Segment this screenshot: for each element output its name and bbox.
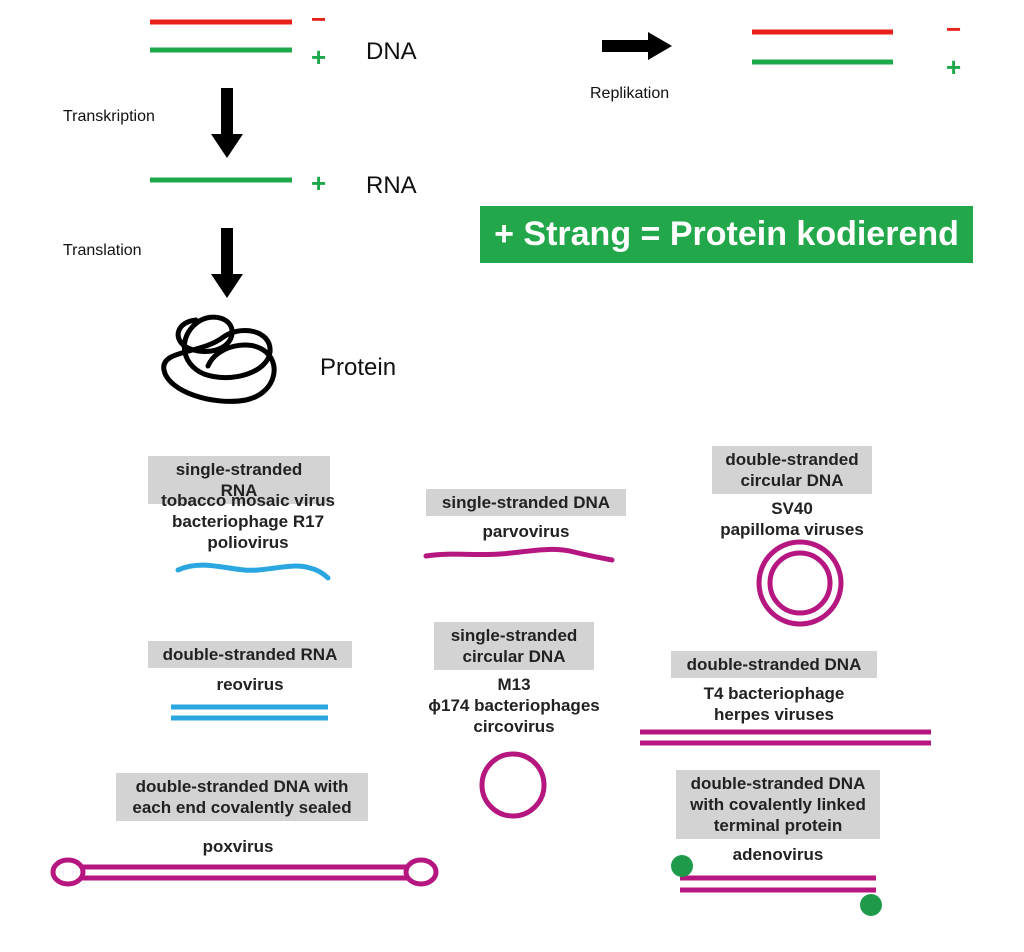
- ss-rna-examples: tobacco mosaic virus bacteriophage R17 p…: [161, 491, 335, 552]
- replication-arrow: [602, 32, 672, 60]
- protein-label: Protein: [320, 354, 397, 381]
- ds-dna-title: double-stranded DNA: [671, 651, 877, 678]
- ss-rna-strand: [175, 562, 331, 581]
- ds-rna-strands: [171, 704, 328, 721]
- ds-dna-examples: T4 bacteriophage herpes viruses: [703, 684, 845, 724]
- ds-dna-sealed-title: double-stranded DNA with each end covale…: [116, 773, 368, 821]
- translation-arrow: [211, 228, 243, 298]
- rna-label: RNA: [366, 172, 417, 199]
- protein-scribble-icon: [161, 314, 277, 404]
- transcription-arrow: [211, 88, 243, 158]
- ss-rna-title: single-stranded RNA: [148, 456, 330, 504]
- ds-dna-protein-examples: adenovirus: [732, 845, 824, 864]
- ss-circular-dna-title: single-stranded circular DNA: [434, 622, 594, 670]
- ds-circular-dna-title: double-stranded circular DNA: [712, 446, 872, 494]
- transcription-label: Transkription: [63, 108, 155, 125]
- plus-strand-banner: + Strang = Protein kodierend: [480, 206, 973, 263]
- replication-label: Replikation: [590, 85, 670, 102]
- ds-dna-sealed-examples: poxvirus: [202, 837, 274, 856]
- ds-circular-dna: [756, 539, 844, 627]
- ds-rna-title: double-stranded RNA: [148, 641, 352, 668]
- terminal-protein-dot: [671, 855, 693, 877]
- ds-rna-examples: reovirus: [216, 675, 284, 694]
- dna-minus-sign: −: [311, 4, 327, 34]
- dna-label: DNA: [366, 38, 417, 65]
- rna-plus-sign: +: [311, 168, 327, 198]
- dna-plus-sign: +: [311, 42, 327, 72]
- translation-label: Translation: [63, 242, 142, 259]
- ss-circular-dna-examples: M13 ϕ174 bacteriophages circovirus: [428, 675, 600, 736]
- replicated-plus-sign: +: [946, 52, 962, 82]
- ds-dna-strands: [640, 729, 931, 746]
- replicated-minus-sign: −: [946, 14, 962, 44]
- ss-dna-examples: parvovirus: [482, 522, 570, 541]
- ss-dna-strand: [423, 546, 615, 563]
- ds-dna-protein-title: double-stranded DNA with covalently link…: [676, 770, 880, 839]
- ss-dna-title: single-stranded DNA: [426, 489, 626, 516]
- ds-dna-sealed-ends: [50, 857, 439, 887]
- ds-dna-terminal-protein: [671, 855, 882, 916]
- terminal-protein-dot: [860, 894, 882, 916]
- ss-circular-dna: [479, 751, 547, 819]
- ds-circular-dna-examples: SV40 papilloma viruses: [720, 499, 864, 539]
